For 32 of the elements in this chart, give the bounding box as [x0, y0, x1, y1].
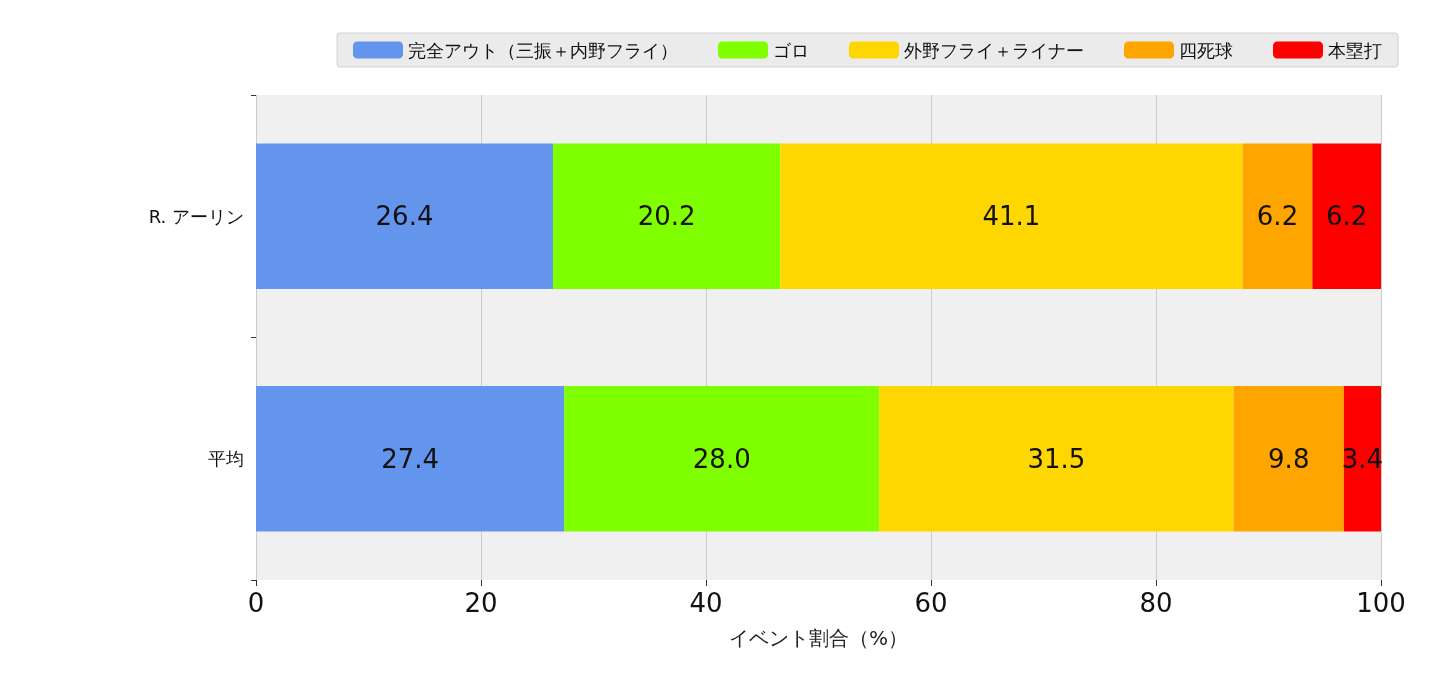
data-label: 41.1: [982, 201, 1041, 232]
x-tick-label: 0: [247, 588, 265, 618]
bar: [879, 386, 1234, 532]
data-label: 26.4: [375, 201, 434, 232]
data-label: 27.4: [381, 443, 440, 474]
legend-label: 四死球: [1179, 39, 1233, 61]
bar: [553, 143, 781, 289]
legend-label: 完全アウト（三振＋内野フライ）: [408, 39, 678, 61]
data-label: 20.2: [637, 201, 696, 232]
legend-label: 外野フライ＋ライナー: [904, 39, 1084, 61]
bar: [256, 143, 553, 289]
legend-label: ゴロ: [773, 39, 809, 61]
y-tick-label: R. アーリン: [148, 205, 244, 227]
bar: [780, 143, 1243, 289]
y-tick-label: 平均: [208, 448, 244, 470]
bar: [564, 386, 880, 532]
x-tick-label: 100: [1356, 588, 1406, 618]
data-label: 6.2: [1326, 201, 1368, 232]
data-label: 6.2: [1256, 201, 1299, 232]
x-axis-title: イベント割合（%）: [728, 626, 909, 650]
legend-label: 本塁打: [1328, 39, 1382, 61]
bar: [1312, 143, 1381, 289]
data-label: 31.5: [1027, 443, 1086, 474]
bar: [1233, 386, 1344, 532]
x-tick-label: 60: [914, 588, 948, 618]
data-label: 9.8: [1268, 443, 1310, 474]
x-tick-label: 20: [464, 588, 498, 618]
bar: [1242, 143, 1313, 289]
x-tick-label: 40: [689, 588, 723, 618]
bar: [256, 386, 565, 532]
x-tick-label: 80: [1139, 588, 1173, 618]
data-label: 28.0: [692, 443, 751, 474]
